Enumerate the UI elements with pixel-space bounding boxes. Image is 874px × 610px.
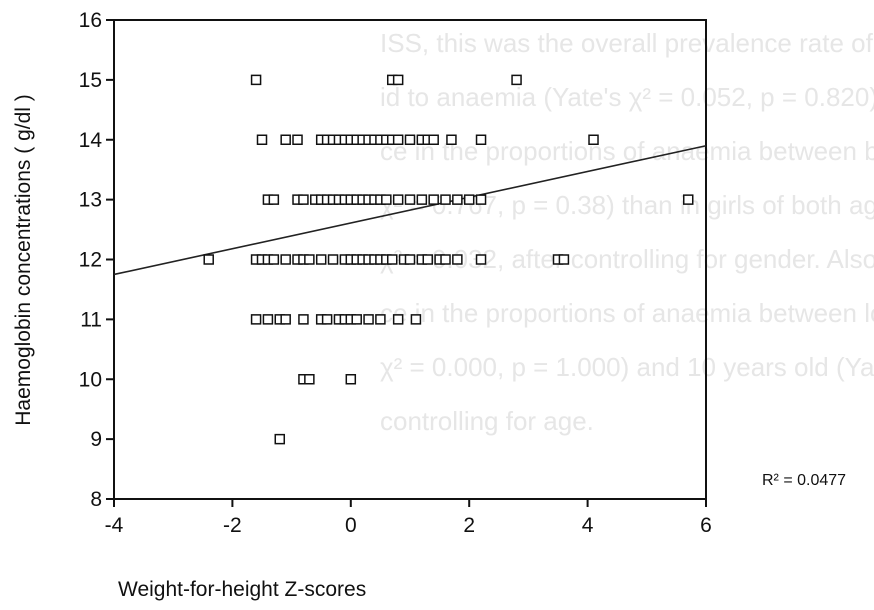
regression-line bbox=[113, 144, 707, 276]
data-point bbox=[304, 374, 315, 385]
y-tick-label: 14 bbox=[79, 129, 103, 152]
data-point bbox=[268, 194, 280, 205]
data-point bbox=[440, 194, 451, 205]
data-point bbox=[410, 314, 422, 325]
data-point bbox=[404, 254, 416, 265]
data-point bbox=[392, 314, 404, 325]
data-point bbox=[327, 254, 339, 265]
y-axis: 8 9 10 11 12 13 14 15 16 bbox=[79, 9, 114, 511]
data-point bbox=[315, 254, 327, 265]
x-tick-label: -2 bbox=[223, 514, 242, 537]
data-point bbox=[452, 254, 463, 265]
background-text-line: χ² = 0.000, p = 1.000) and 10 years old … bbox=[380, 352, 874, 382]
data-point bbox=[375, 314, 386, 325]
y-tick-label: 10 bbox=[79, 368, 102, 391]
data-point bbox=[274, 433, 286, 445]
data-point bbox=[392, 134, 404, 145]
data-point bbox=[386, 254, 398, 265]
data-point bbox=[363, 314, 374, 325]
data-point bbox=[280, 254, 291, 265]
data-point bbox=[452, 194, 463, 205]
data-point bbox=[250, 74, 262, 86]
y-tick-label: 11 bbox=[80, 308, 102, 331]
x-tick-label: -4 bbox=[105, 514, 124, 537]
data-point bbox=[280, 314, 291, 325]
y-axis-title: Haemoglobin concentrations ( g/dl ) bbox=[12, 94, 35, 426]
data-point bbox=[268, 254, 280, 265]
data-point bbox=[428, 134, 439, 145]
y-tick-label: 16 bbox=[79, 9, 102, 32]
data-point bbox=[440, 254, 451, 265]
data-point bbox=[351, 314, 362, 325]
x-axis: -4 -2 0 2 4 6 bbox=[105, 499, 712, 537]
data-point bbox=[475, 134, 487, 145]
y-tick-label: 12 bbox=[79, 249, 102, 272]
data-point bbox=[298, 194, 309, 205]
x-tick-label: 0 bbox=[345, 514, 357, 537]
data-point bbox=[392, 74, 404, 86]
data-point bbox=[422, 254, 434, 265]
background-text-line: controlling for age. bbox=[380, 406, 594, 436]
data-point bbox=[298, 314, 309, 325]
data-point bbox=[392, 194, 404, 205]
data-point bbox=[446, 134, 457, 145]
data-point bbox=[262, 314, 274, 325]
data-point bbox=[475, 194, 487, 205]
x-tick-label: 6 bbox=[700, 514, 712, 537]
data-point bbox=[463, 194, 475, 205]
x-tick-label: 4 bbox=[582, 514, 594, 537]
y-tick-label: 15 bbox=[79, 69, 102, 92]
data-point bbox=[381, 194, 392, 205]
data-point bbox=[404, 134, 416, 145]
data-point bbox=[558, 254, 570, 265]
data-points bbox=[203, 74, 694, 445]
data-point bbox=[321, 314, 333, 325]
data-point bbox=[475, 254, 487, 265]
data-point bbox=[280, 134, 291, 145]
data-point bbox=[203, 254, 214, 265]
data-point bbox=[250, 314, 262, 325]
y-tick-label: 8 bbox=[90, 488, 102, 511]
x-axis-title: Weight-for-height Z-scores bbox=[118, 578, 367, 601]
r-squared-label: R² = 0.0477 bbox=[762, 472, 847, 489]
data-point bbox=[304, 254, 315, 265]
x-tick-label: 2 bbox=[463, 514, 475, 537]
background-text-line: ISS, this was the overall prevalence rat… bbox=[380, 28, 874, 58]
data-point bbox=[428, 194, 439, 205]
background-text-line: ce in the proportions of anaemia between… bbox=[380, 136, 874, 166]
data-point bbox=[345, 374, 357, 385]
data-point bbox=[256, 134, 268, 145]
y-tick-label: 13 bbox=[79, 189, 102, 212]
y-tick-label: 9 bbox=[90, 428, 102, 451]
background-text-line: id to anaemia (Yate's χ² = 0.052, p = 0.… bbox=[380, 82, 874, 112]
data-point bbox=[292, 134, 303, 145]
data-point bbox=[404, 194, 416, 205]
background-text-line: ce in the proportions of anaemia between… bbox=[380, 298, 874, 328]
data-point bbox=[416, 194, 428, 205]
data-point bbox=[511, 74, 522, 86]
data-point bbox=[588, 134, 599, 145]
data-point bbox=[682, 194, 694, 205]
